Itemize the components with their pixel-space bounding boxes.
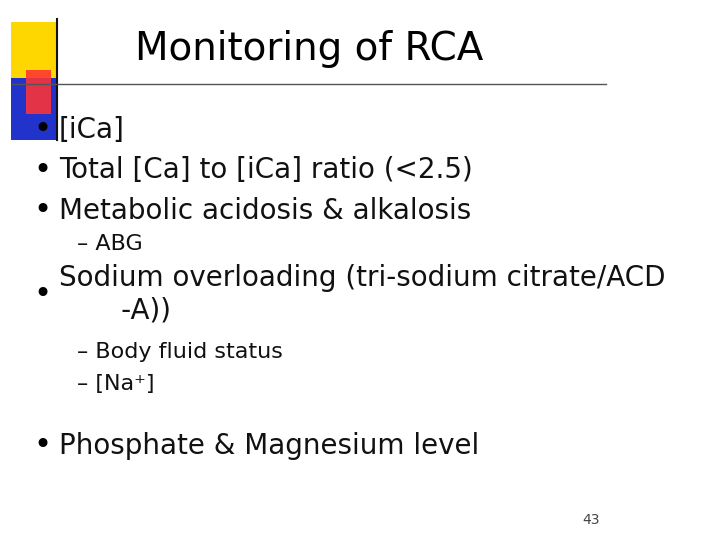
Text: •: • [33, 156, 51, 185]
Bar [26, 70, 50, 114]
Text: [iCa]: [iCa] [59, 116, 125, 144]
Text: Monitoring of RCA: Monitoring of RCA [135, 30, 483, 68]
Text: •: • [33, 431, 51, 460]
Text: Sodium overloading (tri-sodium citrate/ACD
       -A)): Sodium overloading (tri-sodium citrate/A… [59, 264, 665, 325]
Text: Total [Ca] to [iCa] ratio (<2.5): Total [Ca] to [iCa] ratio (<2.5) [59, 156, 472, 184]
Text: Metabolic acidosis & alkalosis: Metabolic acidosis & alkalosis [59, 197, 471, 225]
Text: •: • [33, 280, 51, 309]
Bar [11, 78, 55, 140]
Text: 43: 43 [582, 512, 600, 526]
Text: •: • [33, 115, 51, 144]
Text: – Body fluid status: – Body fluid status [77, 342, 283, 362]
Text: – ABG: – ABG [77, 234, 143, 254]
Bar [11, 22, 55, 84]
Text: – [Na⁺]: – [Na⁺] [77, 374, 155, 395]
Text: •: • [33, 196, 51, 225]
Text: Phosphate & Magnesium level: Phosphate & Magnesium level [59, 431, 479, 460]
